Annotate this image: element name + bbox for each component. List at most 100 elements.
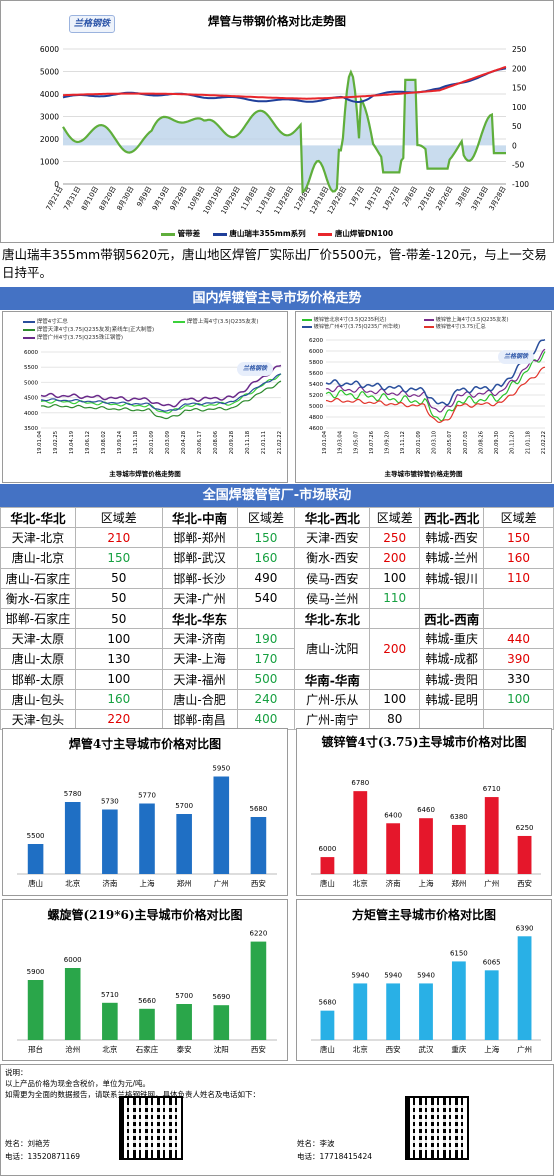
bar <box>353 791 368 874</box>
contact-1-name: 姓名：刘艳芳 <box>5 1139 50 1148</box>
x-axis-tick: 3月8日 <box>454 185 472 208</box>
bar <box>176 814 192 874</box>
table-cell: 100 <box>74 628 163 650</box>
category-label: 上海 <box>484 1044 499 1054</box>
table-cell <box>483 708 554 731</box>
qr-code-2 <box>405 1096 469 1160</box>
table-cell: 天津-西安 <box>294 527 371 549</box>
weld-legend-1-label: 焊管上海4寸(3.5|Q235友发) <box>186 319 259 325</box>
table-cell <box>369 607 421 630</box>
table-cell: 160 <box>236 547 296 569</box>
table-cell: 韩城-兰州 <box>419 547 485 569</box>
table-cell <box>369 668 421 690</box>
table-cell: 韩城-成都 <box>419 648 485 670</box>
category-label: 北京 <box>102 1044 117 1054</box>
bar-value-label: 6150 <box>450 949 468 957</box>
table-cell: 240 <box>236 688 296 710</box>
table-cell: 390 <box>483 648 554 670</box>
table-cell: 490 <box>236 567 296 589</box>
y-axis-tick: 5000 <box>24 380 38 386</box>
bar <box>213 1005 230 1040</box>
table-cell: 侯马-西安 <box>294 567 371 589</box>
x-axis-tick: 9月9日 <box>135 185 153 208</box>
galv-legend-1-label: 镀锌管上海4寸(3.5|Q235友发) <box>435 317 509 323</box>
table-cell: 天津-福州 <box>161 668 238 690</box>
left-axis-tick: 3000 <box>40 113 59 122</box>
table-cell: 210 <box>74 527 163 549</box>
category-label: 唐山 <box>320 1044 335 1054</box>
square-bar-svg: 5680 唐山 5940 北京 5940 西安 5940 武汉 6150 重庆 6065 上海 6390… <box>311 924 541 1054</box>
bar-value-label: 6460 <box>417 806 435 814</box>
table-cell: 天津-广州 <box>161 587 238 609</box>
bar <box>320 857 335 874</box>
weld-legend-1: 焊管上海4寸(3.5|Q235友发) <box>173 317 258 325</box>
footer-note-label: 说明： <box>5 1068 28 1077</box>
table-cell: 220 <box>74 708 163 731</box>
bar-value-label: 6000 <box>319 845 337 853</box>
x-axis-tick: 20.08.26 <box>478 431 484 454</box>
table-cell: 540 <box>236 587 296 609</box>
left-axis-tick: 4000 <box>40 90 59 99</box>
trend-line <box>40 364 282 408</box>
bar-value-label: 5700 <box>175 802 193 810</box>
bar <box>139 803 155 874</box>
category-label: 上海 <box>140 878 155 888</box>
spiral-bar-title: 螺旋管(219*6)主导城市价格对比图 <box>47 908 243 922</box>
lange-logo: 兰格钢铁 <box>69 15 115 33</box>
legend-swatch-strip <box>212 232 227 236</box>
bar <box>353 983 368 1040</box>
table-cell: 100 <box>369 567 421 589</box>
table-cell: 韩城-西安 <box>419 527 485 549</box>
x-axis-tick: 2月26日 <box>434 185 454 212</box>
bar-value-label: 6250 <box>516 824 534 832</box>
x-axis-tick: 19.09.24 <box>117 430 123 454</box>
table-cell: 唐山-合肥 <box>161 688 238 710</box>
x-axis-tick: 19.01.04 <box>37 430 43 454</box>
table-cell: 160 <box>74 688 163 710</box>
y-axis-tick: 4600 <box>309 426 323 432</box>
bar <box>250 941 267 1040</box>
table-cell: 侯马-兰州 <box>294 587 371 609</box>
table-cell: 华北-华东 <box>161 607 238 630</box>
bar-value-label: 5660 <box>138 997 156 1005</box>
bar-value-label: 5730 <box>101 798 119 806</box>
category-label: 广州 <box>484 878 499 888</box>
spiral-bar-chart: 螺旋管(219*6)主导城市价格对比图 5900 邢台 6000 沧州 5710 北京 56… <box>2 899 288 1061</box>
table-cell <box>236 607 296 630</box>
category-label: 广州 <box>214 878 229 888</box>
footer-panel: 说明： 以上产品价格为现金含税价，单位为元/吨。 如需更为全面的数据报告，请联系… <box>0 1064 554 1176</box>
bar <box>250 817 267 874</box>
table-cell: 唐山-太原 <box>0 648 76 670</box>
table-row: 唐山-北京 150 邯郸-武汉 160 衡水-西安 200 韩城-兰州 160 <box>0 547 554 569</box>
weld-legend-0-label: 焊管4寸汇总 <box>36 319 68 325</box>
table-cell <box>483 587 554 609</box>
table-cell: 130 <box>74 648 163 670</box>
table-cell: 唐山-包头 <box>0 688 76 710</box>
bar-value-label: 5900 <box>27 968 45 976</box>
table-cell: 天津-济南 <box>161 628 238 650</box>
table-cell: 华北-西北 <box>294 506 371 529</box>
table-cell: 天津-太原 <box>0 628 76 650</box>
table-cell: 邯郸-太原 <box>0 668 76 690</box>
x-axis-tick: 19.11.12 <box>400 431 406 454</box>
x-axis-tick: 19.06.12 <box>85 431 91 454</box>
bar <box>139 1008 155 1040</box>
galv-legend-2-label: 镀锌管广州4寸(3.75|Q235广州华岐) <box>313 324 401 330</box>
y-axis-tick: 5400 <box>309 382 323 388</box>
table-cell: 韩城-重庆 <box>419 628 485 650</box>
galv-legend-0-label: 镀锌管北京4寸(3.5|Q235利达) <box>313 317 387 323</box>
category-label: 重庆 <box>451 1044 466 1054</box>
y-axis-tick: 6000 <box>24 350 38 356</box>
bar <box>451 824 466 874</box>
bar-value-label: 5780 <box>64 790 82 798</box>
table-cell: 邯郸-石家庄 <box>0 607 76 630</box>
table-row: 天津-包头 220 邯郸-南昌 400 广州-南宁 80 <box>0 708 554 731</box>
x-axis-tick: 19.07.26 <box>369 431 375 454</box>
table-row: 唐山-石家庄 50 邯郸-长沙 490 侯马-西安 100 韩城-银川 110 <box>0 567 554 589</box>
table-cell: 西北-西南 <box>419 607 485 630</box>
bar-value-label: 6065 <box>483 958 501 966</box>
legend-diff: 管带差 <box>177 229 201 238</box>
bar <box>64 968 81 1040</box>
bar-value-label: 5680 <box>250 805 268 813</box>
table-cell: 200 <box>369 628 421 670</box>
